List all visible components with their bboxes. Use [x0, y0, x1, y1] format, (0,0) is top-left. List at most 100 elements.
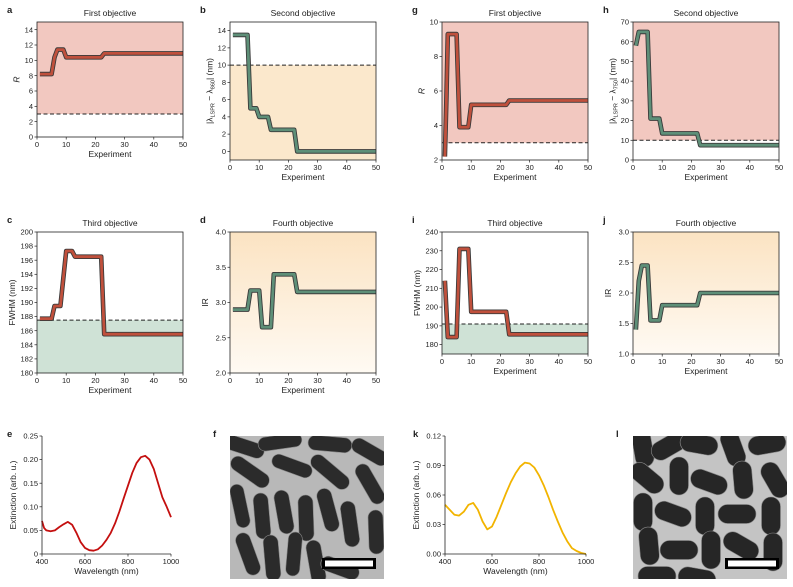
plot-frame [632, 21, 780, 161]
y-tick-label: 0.05 [23, 526, 38, 535]
shade-region [633, 22, 779, 141]
x-axis-label: Wavelength (nm) [74, 566, 139, 576]
y-label-sub: LSPR [613, 103, 619, 117]
y-tick-label: 4 [29, 102, 33, 111]
y-tick-label: 0.15 [23, 479, 38, 488]
scale-bar [728, 560, 776, 567]
y-tick-label: 0.25 [23, 432, 38, 441]
y-axis-label: R [416, 88, 426, 94]
y-tick-label: 190 [425, 321, 438, 330]
series-line [443, 247, 588, 339]
x-tick-label: 40 [150, 140, 158, 149]
x-tick-label: 40 [746, 163, 754, 172]
y-tick-label: 10 [218, 61, 226, 70]
panel-k: k 400 600 800 1000 0.00 0.03 0.06 0.09 0.12 Wavele… [411, 429, 595, 576]
chart-title: Fourth objective [676, 218, 737, 228]
series-line [634, 264, 779, 330]
x-tick-label: 10 [62, 140, 70, 149]
y-axis-label: |λLSPR − λ860| (nm) [204, 58, 216, 124]
y-label-sub: 860 [210, 80, 216, 89]
x-tick-label: 50 [179, 376, 187, 385]
x-tick-label: 400 [36, 557, 49, 566]
x-tick-label: 40 [555, 163, 563, 172]
y-tick-label: 200 [20, 228, 33, 237]
y-tick-label: 4.0 [216, 228, 226, 237]
y-tick-label: 0.10 [23, 502, 38, 511]
y-axis-label: FWHM (nm) [412, 270, 422, 316]
y-axis-label: Extinction (arb. u.) [411, 460, 421, 529]
x-tick-label: 40 [150, 376, 158, 385]
panel-e: e 400 600 800 1000 0 0.05 0.10 0.15 0.20 0.25 Wavel… [7, 429, 179, 576]
x-tick-label: 800 [122, 557, 135, 566]
y-axis-label: FWHM (nm) [7, 279, 17, 325]
x-tick-label: 50 [584, 163, 592, 172]
series-line [443, 32, 588, 157]
panel-letter-b: b [200, 5, 206, 16]
nanorod [351, 437, 384, 467]
x-tick-label: 1000 [578, 557, 595, 566]
nanorod [316, 488, 340, 532]
nanorod [273, 489, 295, 535]
y-label-part: | (nm) [204, 58, 214, 80]
x-tick-label: 10 [255, 376, 263, 385]
plot-frame [36, 21, 184, 138]
x-tick-label: 20 [687, 357, 695, 366]
x-tick-label: 30 [313, 376, 321, 385]
y-axis-label: Extinction (arb. u.) [8, 460, 18, 529]
x-axis-label: Experiment [89, 385, 133, 395]
x-axis-label: Experiment [685, 366, 729, 376]
nanorod [732, 460, 754, 500]
y-tick-label: 20 [621, 116, 629, 125]
x-tick-label: 30 [313, 163, 321, 172]
panel-letter-l: l [616, 429, 619, 440]
nanorod [654, 500, 692, 528]
y-tick-label: 2.0 [216, 369, 226, 378]
nanorod [340, 500, 360, 548]
shade-region [37, 320, 183, 373]
y-tick-label: 0 [222, 147, 226, 156]
panel-letter-d: d [200, 215, 206, 226]
nanorod [310, 454, 350, 490]
y-tick-label: 2 [434, 156, 438, 165]
x-tick-label: 20 [284, 376, 292, 385]
chart-title: First objective [489, 8, 542, 18]
panel-letter-k: k [413, 429, 419, 440]
x-tick-label: 20 [496, 357, 504, 366]
y-tick-label: 8 [29, 71, 33, 80]
x-axis-label: Experiment [685, 172, 729, 182]
x-tick-label: 40 [343, 376, 351, 385]
nanorod [659, 540, 699, 560]
panel-letter-f: f [213, 429, 217, 440]
y-tick-label: 0.20 [23, 455, 38, 464]
x-tick-label: 20 [91, 376, 99, 385]
y-tick-label: 190 [20, 298, 33, 307]
x-tick-label: 0 [440, 357, 444, 366]
x-tick-label: 0 [228, 163, 232, 172]
panel-letter-j: j [602, 215, 606, 226]
y-tick-label: 12 [25, 41, 33, 50]
x-tick-label: 0 [440, 163, 444, 172]
nanorod [235, 532, 261, 576]
y-tick-label: 2 [222, 130, 226, 139]
shade-region [37, 22, 183, 114]
y-tick-label: 6 [222, 95, 226, 104]
y-label-part: |λ [607, 117, 617, 124]
y-tick-label: 4 [222, 112, 226, 121]
x-tick-label: 600 [79, 557, 92, 566]
y-tick-label: 10 [621, 136, 629, 145]
micrograph-f: f [213, 429, 384, 579]
nanorod [760, 461, 787, 499]
chart-title: Third objective [82, 218, 138, 228]
panel-i: i 0 10 20 30 40 50 180 190 200 210 220 230 240 Third o… [412, 215, 592, 376]
panel-g: g 0 10 20 30 40 50 2 4 6 8 10 First objective Experim… [412, 5, 592, 182]
nanorod [717, 504, 757, 524]
x-tick-label: 30 [716, 357, 724, 366]
nanorod [690, 468, 728, 496]
nanorod [701, 530, 721, 570]
x-tick-label: 10 [467, 357, 475, 366]
x-tick-label: 10 [658, 357, 666, 366]
y-tick-label: 70 [621, 18, 629, 27]
spectrum-line [41, 454, 172, 552]
